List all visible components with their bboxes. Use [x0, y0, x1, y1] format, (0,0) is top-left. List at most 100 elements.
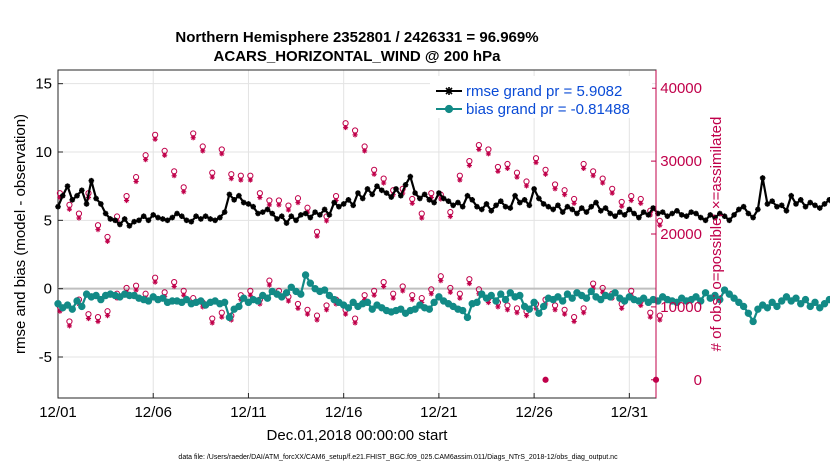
legend-rmse-marker: [445, 87, 453, 95]
legend-bias-label: bias grand pr = -0.81488: [466, 101, 630, 118]
obs-assimilated-marker: [181, 292, 187, 298]
obs-assimilated-marker: [657, 317, 663, 323]
obs-assimilated-marker: [581, 310, 587, 316]
rmse-point: [626, 206, 633, 213]
chart-title-line2: ACARS_HORIZONTAL_WIND @ 200 hPa: [214, 48, 502, 65]
obs-assimilated-marker: [542, 171, 549, 177]
obs-assimilated-marker: [219, 314, 225, 320]
obs-assimilated-marker: [447, 213, 453, 220]
obs-assimilated-marker: [314, 233, 320, 239]
bias-point: [97, 295, 105, 304]
rmse-point: [707, 212, 714, 218]
rmse-point: [540, 201, 547, 207]
rmse-point: [464, 192, 471, 199]
y-axis-label: rmse and bias (model - observation): [12, 114, 29, 354]
obs-assimilated-marker: [438, 196, 444, 202]
rmse-point: [79, 187, 85, 194]
rmse-point: [583, 209, 590, 215]
obs-assimilated-marker: [152, 136, 158, 142]
rmse-point: [117, 221, 123, 228]
obs-assimilated-marker: [561, 311, 568, 317]
rmse-point: [521, 197, 528, 203]
bias-point: [597, 295, 605, 304]
bias-point: [792, 294, 800, 302]
obs-assimilated-marker: [485, 299, 492, 306]
obs-assimilated-marker: [247, 292, 253, 298]
obs-assimilated-marker: [66, 323, 73, 329]
obs-assimilated-marker: [514, 174, 520, 180]
rmse-point: [564, 203, 571, 210]
rmse-point: [312, 209, 318, 215]
rmse-point: [150, 212, 157, 218]
obs-assimilated-marker: [571, 318, 577, 325]
rmse-point: [621, 212, 628, 218]
y-right-tick-label: 10000: [660, 299, 702, 316]
bias-point: [492, 297, 500, 305]
obs-assimilated-marker: [247, 177, 253, 183]
rmse-point: [317, 212, 323, 218]
x-tick-label: 12/16: [325, 404, 363, 421]
rmse-point: [55, 203, 61, 210]
bias-point: [535, 309, 543, 317]
rmse-point: [816, 205, 823, 211]
rmse-point: [640, 209, 647, 215]
rmse-point: [198, 216, 204, 222]
rmse-point: [531, 186, 537, 192]
bias-point: [692, 293, 700, 301]
obs-assimilated-marker: [295, 305, 301, 311]
bias-point: [278, 293, 286, 301]
bias-point: [749, 317, 757, 326]
bias-point: [820, 300, 829, 308]
bias-point: [811, 298, 819, 307]
bias-point: [344, 304, 353, 312]
rmse-point: [731, 212, 737, 218]
rmse-point: [536, 195, 542, 202]
bias-point: [716, 295, 724, 304]
bias-point: [568, 294, 576, 302]
y-tick-label: 15: [35, 76, 52, 93]
legend-rmse-label: rmse grand pr = 5.9082: [466, 83, 622, 100]
bias-point: [301, 271, 310, 279]
rmse-point: [517, 199, 523, 206]
rmse-point: [650, 205, 656, 211]
obs-assimilated-marker: [514, 310, 520, 316]
obs-assimilated-marker: [257, 194, 263, 201]
rmse-point: [69, 197, 76, 203]
rmse-point: [274, 216, 280, 222]
y-tick-label: -5: [39, 349, 52, 366]
rmse-point: [421, 191, 428, 198]
obs-assimilated-marker: [190, 135, 196, 141]
obs-assimilated-marker: [95, 318, 101, 325]
rmse-point: [821, 201, 828, 207]
obs-assimilated-marker: [362, 297, 368, 303]
obs-assimilated-marker: [495, 168, 501, 174]
rmse-point: [716, 210, 723, 217]
obs-assimilated-marker: [266, 282, 272, 288]
obs-assimilated-marker: [504, 165, 511, 171]
rmse-point: [697, 214, 704, 221]
bias-point: [720, 286, 729, 294]
obs-assimilated-marker: [381, 283, 387, 290]
bias-point: [320, 286, 329, 294]
obs-assimilated-marker: [238, 177, 244, 183]
bias-point: [368, 305, 376, 313]
rmse-point: [507, 205, 514, 211]
rmse-point: [750, 214, 756, 221]
bias-point: [754, 305, 762, 313]
obs-assimilated-marker: [66, 206, 73, 212]
rmse-point: [669, 210, 675, 217]
bias-point: [68, 305, 76, 313]
rmse-point: [688, 209, 695, 215]
obs-assimilated-marker: [552, 307, 558, 313]
bias-point: [478, 290, 486, 298]
rmse-point: [388, 194, 395, 200]
obs-assimilated-marker: [57, 308, 63, 314]
rmse-point: [726, 217, 733, 224]
bias-point: [563, 290, 572, 298]
obs-assimilated-marker: [209, 320, 215, 326]
rmse-point: [702, 217, 709, 224]
obs-assimilated-marker: [619, 305, 625, 311]
obs-assimilated-marker: [581, 165, 587, 171]
rmse-point: [483, 201, 490, 207]
